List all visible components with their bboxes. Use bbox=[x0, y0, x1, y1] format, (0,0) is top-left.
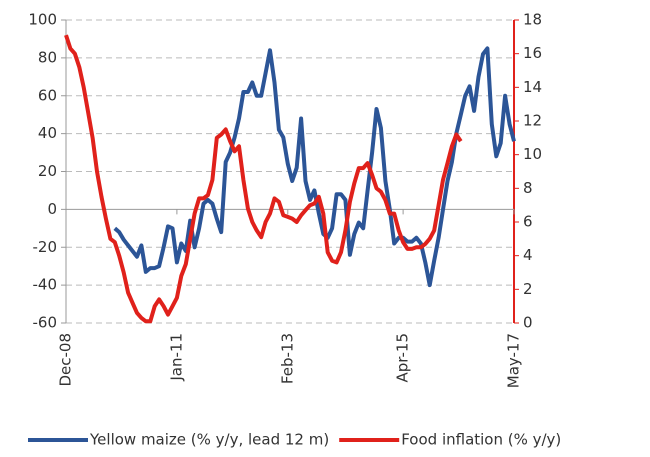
y-tick-label: -20 bbox=[33, 238, 58, 256]
x-tick-label: Feb-13 bbox=[278, 333, 296, 384]
x-tick-label: Apr-15 bbox=[394, 333, 412, 383]
y-tick-label: 40 bbox=[38, 124, 57, 142]
y-tick-label: 60 bbox=[38, 86, 57, 104]
y-tick-label: 20 bbox=[38, 162, 57, 180]
y2-tick-label: 12 bbox=[523, 112, 542, 130]
x-tick-label: May-17 bbox=[505, 333, 523, 388]
y2-tick-label: 0 bbox=[523, 314, 533, 332]
y2-tick-label: 6 bbox=[523, 213, 533, 231]
y-tick-label: 0 bbox=[47, 200, 57, 218]
series-line bbox=[64, 34, 463, 324]
y2-tick-label: 16 bbox=[523, 44, 542, 62]
y-tick-label: -40 bbox=[33, 276, 58, 294]
y2-tick-label: 18 bbox=[523, 11, 542, 29]
y2-tick-label: 4 bbox=[523, 246, 533, 264]
y-tick-label: -60 bbox=[33, 314, 58, 332]
y2-tick-label: 2 bbox=[523, 280, 533, 298]
x-tick-label: Jan-11 bbox=[167, 333, 185, 382]
y2-tick-label: 14 bbox=[523, 78, 542, 96]
y2-tick-label: 8 bbox=[523, 179, 533, 197]
y-tick-label: 100 bbox=[28, 11, 57, 29]
series-line bbox=[113, 46, 516, 288]
y2-tick-label: 10 bbox=[523, 145, 542, 163]
x-tick-label: Dec-08 bbox=[57, 333, 75, 387]
y-tick-label: 80 bbox=[38, 48, 57, 66]
legend-label: Food inflation (% y/y) bbox=[401, 431, 561, 449]
legend-label: Yellow maize (% y/y, lead 12 m) bbox=[89, 431, 329, 449]
